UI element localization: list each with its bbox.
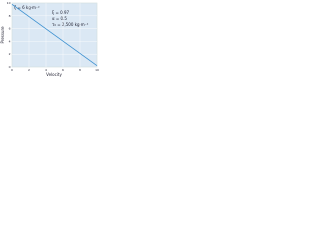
x-axis-label: Velocity [46, 72, 62, 77]
x-tick-label: 0 [11, 68, 13, 72]
annotation: ζ = 6 kg·m⁻² [14, 5, 40, 10]
y-tick-label: 8 [9, 14, 11, 18]
chart: Velocity Pressure ζ = 6 kg·m⁻² ξ = 0.97 … [0, 1, 99, 77]
y-axis-label: Pressure [0, 26, 5, 44]
y-tick-label: 10 [7, 1, 11, 5]
y-tick-label: 2 [9, 52, 11, 56]
x-tick-label: 6 [62, 68, 64, 72]
data-line [11, 3, 98, 67]
annotation: α = 0.5 [52, 16, 67, 21]
x-tick-label: 4 [45, 68, 47, 72]
x-tick-label: 10 [95, 68, 99, 72]
y-tick-label: 0 [9, 65, 11, 69]
x-tick-label: 8 [79, 68, 81, 72]
annotation: τ₀ = 2,500 kg·m⁻² [52, 22, 89, 27]
y-tick-label: 4 [9, 39, 11, 43]
annotation: ξ = 0.97 [52, 10, 69, 15]
x-tick-label: 2 [28, 68, 30, 72]
y-tick-label: 6 [9, 27, 11, 31]
